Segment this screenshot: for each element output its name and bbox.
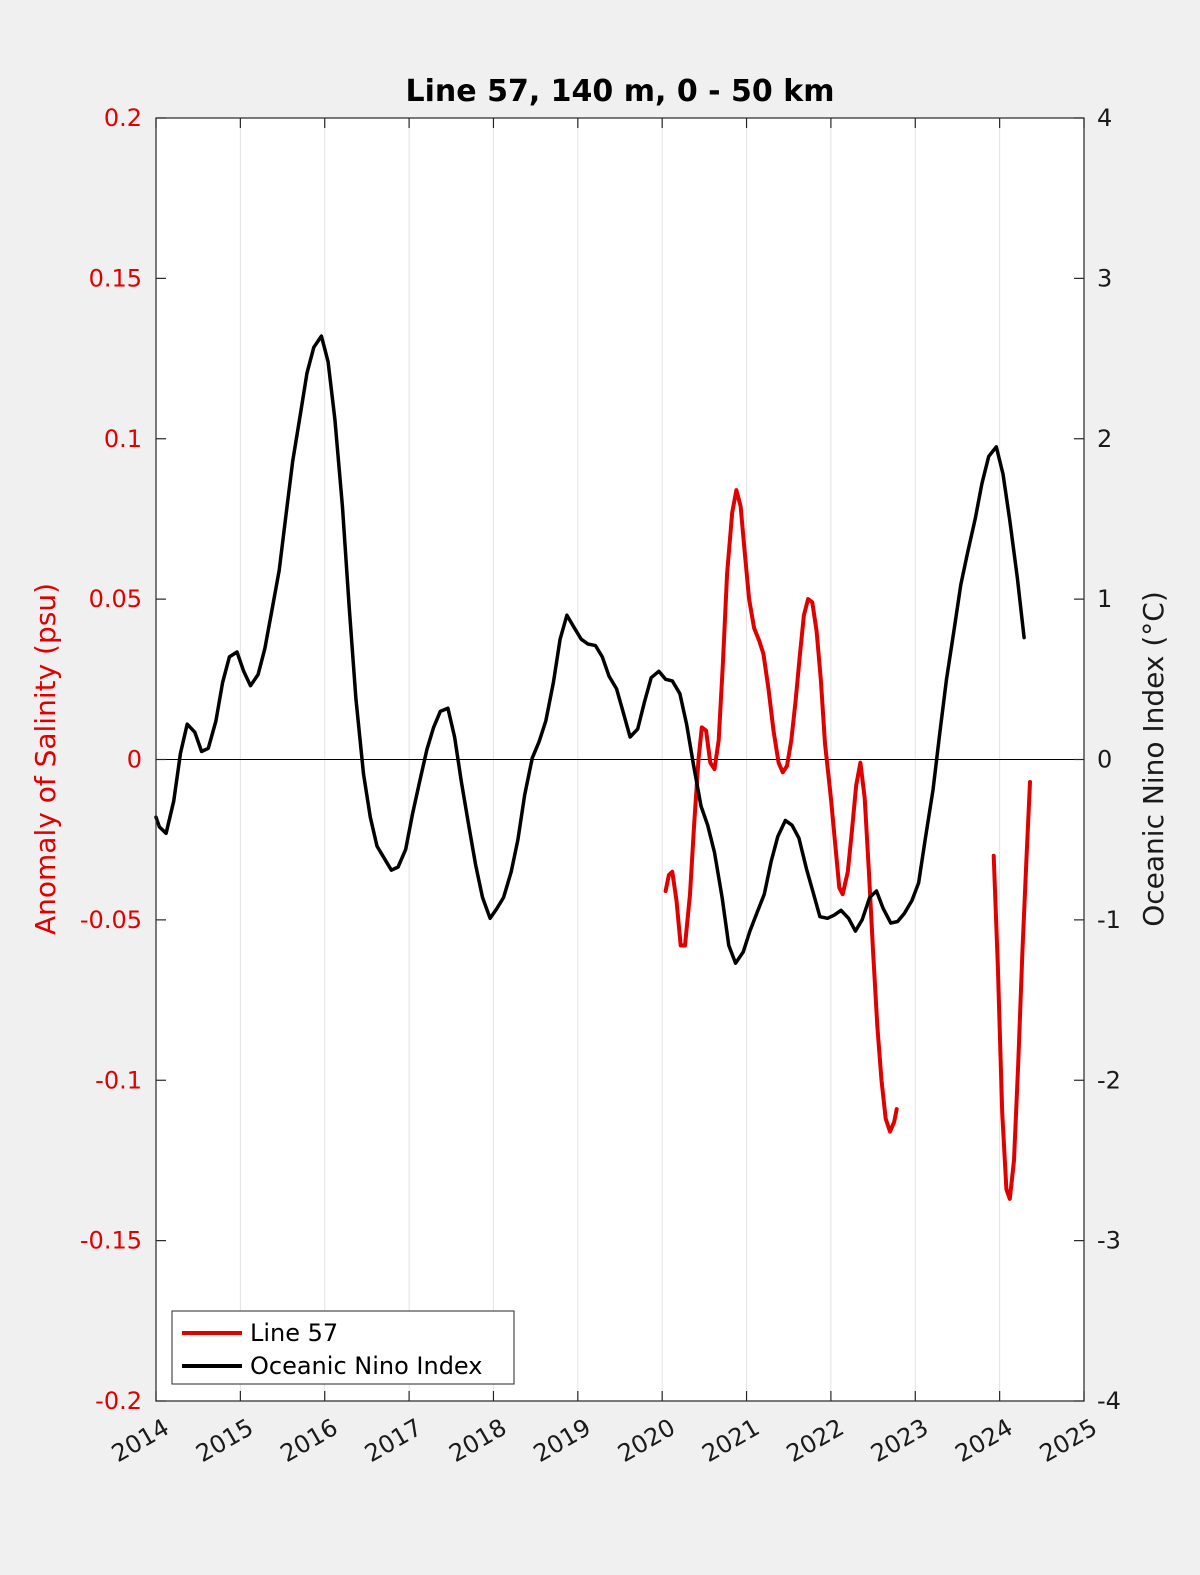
y-left-tick-label: -0.2 — [95, 1387, 142, 1415]
x-tick-label: 2022 — [782, 1413, 849, 1468]
x-tick-label: 2016 — [276, 1413, 343, 1468]
y-left-tick-label: 0 — [127, 746, 142, 774]
series-line-line-57 — [991, 780, 1032, 1201]
y-left-tick-label: -0.15 — [80, 1227, 142, 1255]
y-left-tick-label: 0.15 — [89, 264, 142, 292]
y-left-tick-label: -0.05 — [80, 906, 142, 934]
right-axis-label: Oceanic Nino Index (°C) — [1137, 591, 1170, 927]
y-right-tick-label: 0 — [1097, 746, 1112, 774]
x-tick-label: 2020 — [613, 1413, 680, 1468]
series-layer — [154, 334, 1032, 1201]
legend-label-oni: Oceanic Nino Index — [250, 1352, 482, 1380]
y-right-tick-label: -1 — [1097, 906, 1121, 934]
y-left-tick-label: -0.1 — [95, 1066, 142, 1094]
x-tick-label: 2023 — [866, 1413, 933, 1468]
series-line-oceanic-nino-index — [154, 334, 1026, 965]
left-axis-label: Anomaly of Salinity (psu) — [29, 583, 62, 935]
series-line-line-57 — [663, 488, 899, 1134]
y-right-tick-label: 3 — [1097, 264, 1112, 292]
x-tick-label: 2018 — [444, 1413, 511, 1468]
y-left-tick-label: 0.1 — [104, 425, 142, 453]
x-tick-label: 2019 — [529, 1413, 596, 1468]
y-right-tick-label: 1 — [1097, 585, 1112, 613]
chart-title: Line 57, 140 m, 0 - 50 km — [406, 74, 835, 109]
x-tick-label: 2015 — [191, 1413, 258, 1468]
y-left-tick-label: 0.2 — [104, 104, 142, 132]
tick-marks — [155, 117, 1085, 1402]
y-right-tick-label: -3 — [1097, 1227, 1121, 1255]
x-tick-label: 2014 — [107, 1413, 174, 1468]
x-tick-label: 2024 — [951, 1413, 1018, 1468]
y-right-tick-label: 4 — [1097, 104, 1112, 132]
y-right-tick-label: 2 — [1097, 425, 1112, 453]
x-tick-label: 2017 — [360, 1413, 427, 1468]
legend-label-line-57: Line 57 — [250, 1319, 338, 1347]
x-tick-label: 2021 — [697, 1413, 764, 1468]
legend-box — [171, 1310, 515, 1385]
y-left-tick-label: 0.05 — [89, 585, 142, 613]
legend: Line 57 Oceanic Nino Index — [171, 1310, 515, 1385]
y-right-tick-label: -4 — [1097, 1387, 1121, 1415]
y-right-tick-label: -2 — [1097, 1066, 1121, 1094]
x-tick-label: 2025 — [1035, 1413, 1102, 1468]
